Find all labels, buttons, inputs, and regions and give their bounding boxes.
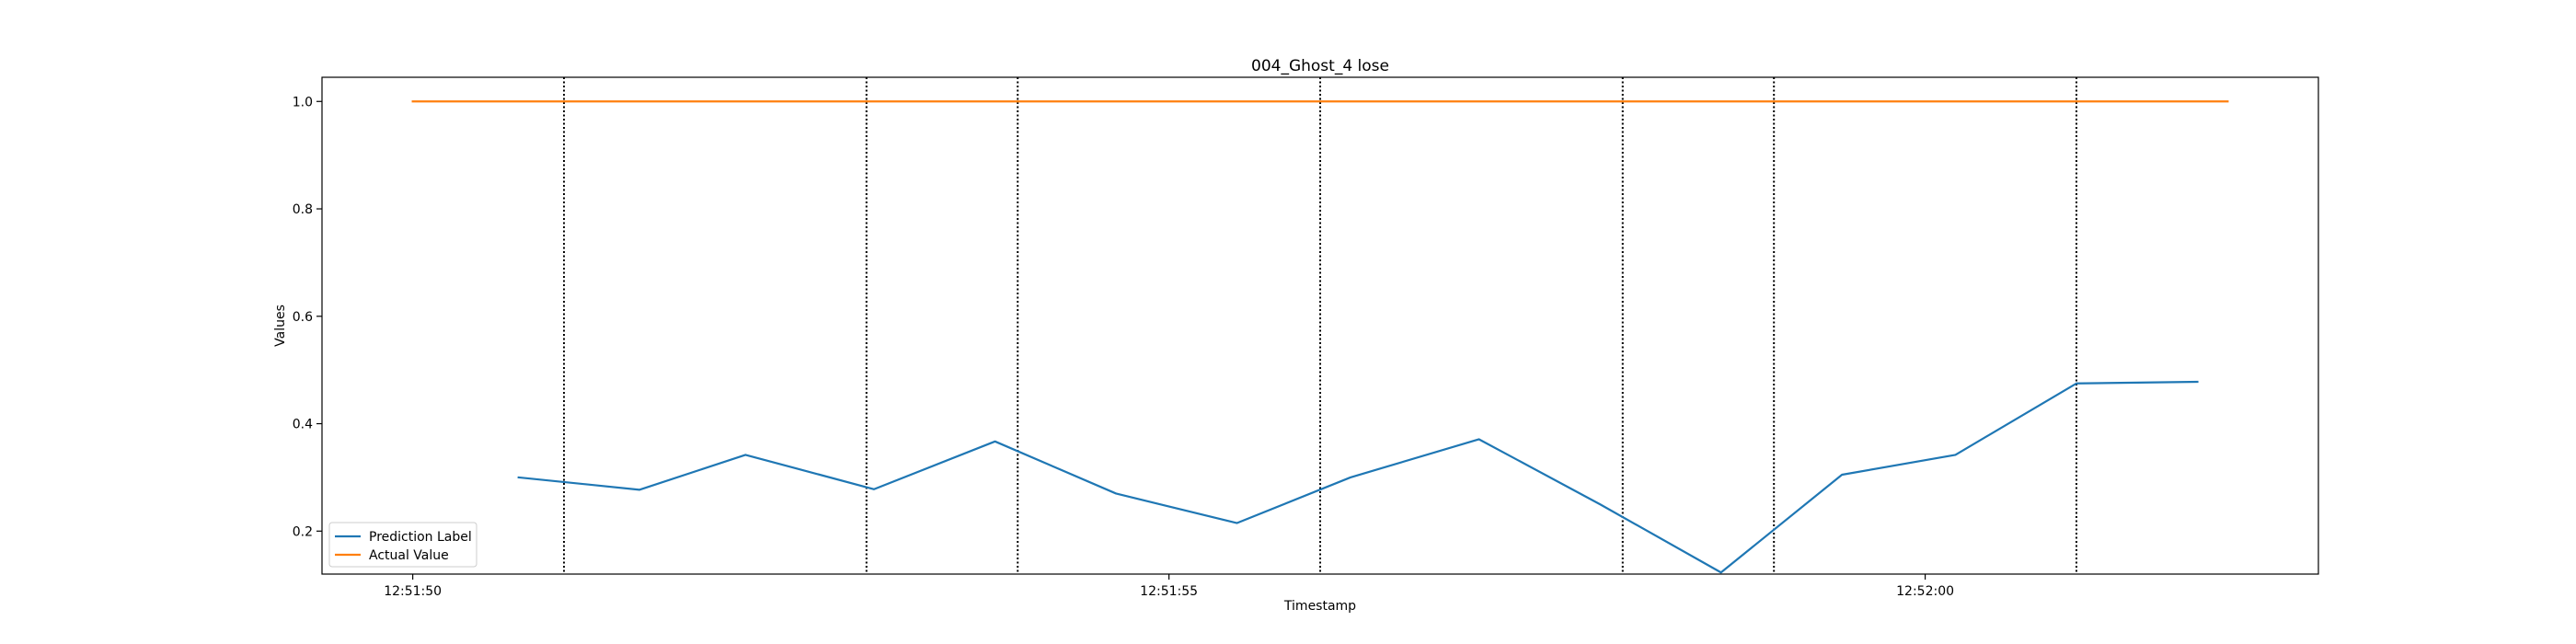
series-line-prediction-label bbox=[517, 380, 2199, 574]
y-tick-label: 1.0 bbox=[293, 95, 313, 109]
legend: Prediction Label Actual Value bbox=[328, 522, 477, 568]
x-tick-label: 12:51:55 bbox=[1140, 584, 1198, 599]
legend-label: Actual Value bbox=[369, 548, 449, 563]
legend-label: Prediction Label bbox=[369, 530, 472, 545]
x-axis-label: Timestamp bbox=[1283, 599, 1356, 614]
y-tick-label: 0.6 bbox=[293, 310, 313, 325]
y-tick-label: 0.8 bbox=[293, 202, 313, 217]
x-tick-label: 12:51:50 bbox=[384, 584, 442, 599]
y-axis-label: Values bbox=[273, 305, 288, 347]
plot-frame bbox=[321, 76, 2319, 575]
chart-title: 004_Ghost_4 lose bbox=[1251, 57, 1389, 75]
y-tick-label: 0.2 bbox=[293, 524, 313, 539]
x-tick-label: 12:52:00 bbox=[1896, 584, 1954, 599]
y-tick-label: 0.4 bbox=[293, 418, 313, 432]
legend-box bbox=[328, 522, 477, 568]
